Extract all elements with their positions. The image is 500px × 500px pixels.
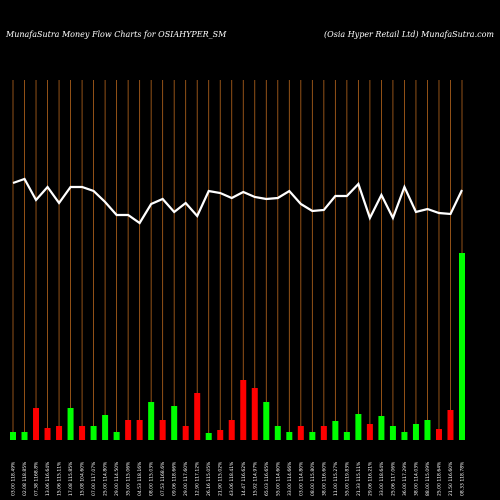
bar bbox=[424, 420, 431, 440]
bar bbox=[56, 426, 63, 440]
bar bbox=[401, 432, 408, 440]
price-line bbox=[12, 177, 463, 225]
bar bbox=[136, 420, 143, 440]
bar bbox=[412, 424, 419, 440]
x-tick-label: 09.06 118.66% bbox=[172, 461, 178, 496]
bar bbox=[148, 402, 155, 440]
x-tick-label: 03.00 114.80% bbox=[298, 461, 304, 496]
bar bbox=[113, 432, 120, 440]
bar bbox=[286, 432, 293, 440]
x-tick-label: 38.00 116.60% bbox=[321, 461, 327, 496]
bar bbox=[33, 408, 40, 440]
x-tick-label: 29.00 117.60% bbox=[183, 461, 189, 496]
bar bbox=[102, 415, 109, 440]
x-tick-label: 33.00 118.64% bbox=[379, 461, 385, 496]
bar bbox=[263, 402, 270, 440]
bar bbox=[297, 426, 304, 440]
x-tick-label: 36.00 117.29% bbox=[402, 461, 408, 496]
chart-title: MunafaSutra Money Flow Charts for OSIAHY… bbox=[5, 30, 227, 39]
x-tick-label: 38.00 114.03% bbox=[413, 461, 419, 496]
bar bbox=[205, 433, 212, 440]
x-tick-label: 21.33 115.11% bbox=[356, 461, 362, 496]
x-tick-label: 25.06 117.06% bbox=[390, 461, 396, 496]
bar bbox=[332, 421, 339, 440]
bar bbox=[447, 410, 454, 440]
x-tick-label: 07.53 1168.6% bbox=[160, 461, 166, 496]
x-tick-label: 33.00 114.66% bbox=[287, 461, 293, 496]
bar bbox=[309, 432, 316, 440]
x-tick-label: 29.06 116.21% bbox=[367, 461, 373, 496]
x-tick-label: 08.00 115.80% bbox=[310, 461, 316, 496]
x-tick-label: 43.06 118.41% bbox=[229, 461, 235, 496]
x-tick-label: 15.08 104.60% bbox=[80, 461, 86, 496]
bar bbox=[274, 426, 281, 440]
bar bbox=[79, 426, 86, 440]
x-tick-label: 29.00 114.50% bbox=[114, 461, 120, 496]
bar bbox=[194, 393, 201, 440]
x-tick-label: 02.08 118.85% bbox=[22, 461, 28, 496]
x-tick-label: 35.00 115.06% bbox=[126, 461, 132, 496]
bar bbox=[240, 380, 247, 440]
bar bbox=[228, 420, 235, 440]
x-tick-label: 14.47 116.62% bbox=[241, 461, 247, 496]
bar bbox=[67, 408, 74, 440]
bar bbox=[217, 430, 224, 440]
bar bbox=[343, 432, 350, 440]
x-tick-label: 55.00 114.60% bbox=[275, 461, 281, 496]
bar bbox=[251, 388, 258, 440]
bar bbox=[44, 428, 51, 440]
x-tick-label: 11.00 115.27% bbox=[333, 461, 339, 496]
bar bbox=[355, 414, 362, 440]
chart-subtitle: (Osia Hyper Retail Ltd) MunafaSutra.com bbox=[324, 30, 494, 39]
bar bbox=[90, 426, 97, 440]
bar bbox=[21, 432, 28, 440]
x-tick-label: 08.00 115.03% bbox=[149, 461, 155, 496]
bar bbox=[182, 426, 189, 440]
x-tick-label: 25.00 114.80% bbox=[103, 461, 109, 496]
x-tick-label: 17.08 115.85% bbox=[68, 461, 74, 496]
x-tick-label: 08.33 118.78% bbox=[460, 461, 466, 496]
x-tick-label: 15.92 114.97% bbox=[252, 461, 258, 496]
bar bbox=[366, 424, 373, 440]
bar bbox=[159, 420, 166, 440]
x-tick-label: 26.16 115.05% bbox=[206, 461, 212, 496]
x-tick-label: 04.53 118.16% bbox=[137, 461, 143, 496]
bar bbox=[378, 416, 385, 440]
x-tick-label: 25.00 118.64% bbox=[436, 461, 442, 496]
x-tick-label: 21.90 115.02% bbox=[218, 461, 224, 496]
bar bbox=[459, 253, 465, 440]
bar bbox=[320, 426, 327, 440]
bar bbox=[435, 429, 442, 440]
bar bbox=[171, 406, 178, 440]
bar bbox=[125, 420, 132, 440]
x-tick-label: 15.06 115.11% bbox=[57, 461, 63, 496]
x-tick-label: 12.90 117.12% bbox=[195, 461, 201, 496]
x-tick-label: 07.38 1168.8% bbox=[34, 461, 40, 496]
bar bbox=[389, 426, 396, 440]
x-tick-label: 88.00 115.09% bbox=[425, 461, 431, 496]
x-tick-label: 55.00 119.83% bbox=[344, 461, 350, 496]
x-tick-label: 07.00 117.07% bbox=[91, 461, 97, 496]
bar bbox=[10, 432, 16, 440]
x-tick-label: 65.03 116.65% bbox=[264, 461, 270, 496]
x-tick-label: 13.06 116.64% bbox=[45, 461, 51, 496]
x-tick-label: 21.50 116.60% bbox=[448, 461, 454, 496]
x-tick-label: 03.00 118.49% bbox=[11, 461, 17, 496]
